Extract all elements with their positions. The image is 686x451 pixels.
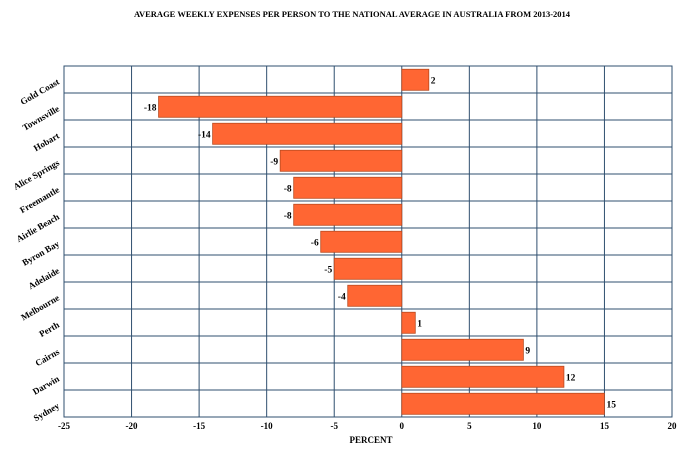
data-label: -18 — [144, 103, 157, 113]
data-label: 12 — [566, 373, 576, 383]
x-tick-label: 5 — [467, 421, 472, 431]
bar — [333, 257, 403, 280]
x-axis-label: PERCENT — [349, 435, 392, 445]
data-label: 1 — [417, 319, 422, 329]
bar — [401, 392, 605, 415]
chart-title: AVERAGE WEEKLY EXPENSES PER PERSON TO TH… — [134, 9, 571, 19]
data-label: -9 — [270, 157, 278, 167]
x-tick-label: 0 — [400, 421, 405, 431]
x-axis-ticks: -25 -20 -15 -10 -5 0 5 10 15 20 — [58, 421, 677, 431]
data-label: -8 — [284, 184, 292, 194]
bar — [401, 311, 416, 334]
grid — [63, 65, 673, 418]
bar — [293, 203, 403, 226]
category-label: Townsville — [21, 104, 61, 133]
x-tick-label: 10 — [532, 421, 542, 431]
category-label: Gold Coast — [19, 77, 61, 107]
data-label: -4 — [338, 292, 346, 302]
category-label: Cairns — [33, 346, 61, 368]
data-label: -5 — [324, 265, 332, 275]
bar — [401, 365, 565, 388]
category-label: Melbourne — [19, 293, 61, 323]
category-label: Perth — [37, 320, 61, 339]
bar — [320, 230, 403, 253]
x-tick-label: -5 — [330, 421, 338, 431]
category-label: Darwin — [31, 374, 61, 397]
category-label: Freemantle — [18, 185, 61, 216]
bar — [158, 95, 403, 118]
x-tick-label: -20 — [126, 421, 138, 431]
x-tick-label: 20 — [668, 421, 678, 431]
x-tick-label: -10 — [261, 421, 273, 431]
x-tick-label: -25 — [58, 421, 70, 431]
data-label: 15 — [606, 400, 616, 410]
data-label: 2 — [431, 76, 436, 86]
x-tick-label: 15 — [600, 421, 610, 431]
bar — [293, 176, 403, 199]
category-label: Sydney — [32, 400, 62, 423]
bars: 2 -18 -14 -9 -8 -8 -6 -5 -4 1 9 12 15 — [144, 68, 616, 415]
bar — [212, 122, 403, 145]
bar — [401, 68, 430, 91]
bar — [347, 284, 403, 307]
bar — [401, 338, 524, 361]
category-label: Adelaide — [27, 266, 61, 292]
category-label: Byron Bay — [20, 238, 61, 267]
category-label: Hobart — [32, 131, 61, 154]
data-label: -6 — [311, 238, 319, 248]
bar — [279, 149, 403, 172]
data-label: -8 — [284, 211, 292, 221]
data-label: 9 — [525, 346, 530, 356]
x-tick-label: -15 — [193, 421, 205, 431]
data-label: -14 — [198, 130, 211, 140]
